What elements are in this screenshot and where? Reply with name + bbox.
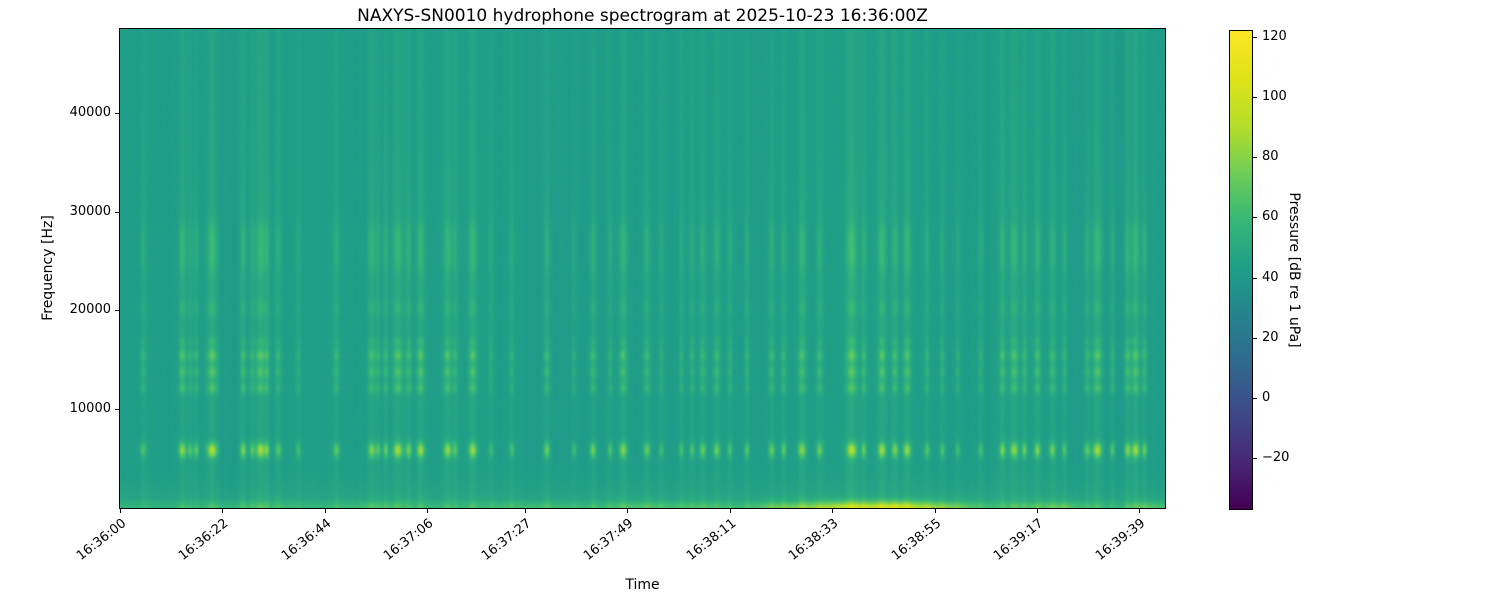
colorbar-tick-mark <box>1253 457 1257 459</box>
x-tick-mark <box>832 509 834 513</box>
y-tick-label: 10000 <box>69 401 111 417</box>
colorbar-tick-label: 60 <box>1262 209 1279 225</box>
colorbar-tick-label: 100 <box>1262 89 1287 105</box>
y-tick-mark <box>115 211 119 213</box>
x-tick-mark <box>627 509 629 513</box>
colorbar-tick-label: 40 <box>1262 269 1279 285</box>
x-tick-label: 16:36:00 <box>73 516 130 564</box>
x-tick-mark <box>1036 509 1038 513</box>
y-axis-label: Frequency [Hz] <box>40 215 56 321</box>
y-tick-mark <box>115 310 119 312</box>
colorbar-tick-mark <box>1253 337 1257 339</box>
colorbar-tick-mark <box>1253 97 1257 99</box>
x-tick-label: 16:37:27 <box>478 516 535 564</box>
x-tick-mark <box>324 509 326 513</box>
x-tick-mark <box>729 509 731 513</box>
colorbar-tick-label: 80 <box>1262 149 1279 165</box>
y-tick-mark <box>115 112 119 114</box>
y-tick-label: 40000 <box>69 104 111 120</box>
x-tick-label: 16:38:55 <box>888 516 944 564</box>
x-tick-label: 16:37:06 <box>381 516 437 564</box>
x-tick-label: 16:38:11 <box>683 516 740 564</box>
colorbar-tick-label: 0 <box>1262 389 1271 405</box>
x-tick-mark <box>120 509 121 513</box>
colorbar-tick-mark <box>1253 277 1257 279</box>
spectrogram-canvas <box>120 29 1165 508</box>
x-tick-label: 16:38:33 <box>786 516 842 564</box>
colorbar-gradient <box>1230 31 1252 509</box>
colorbar <box>1229 30 1253 510</box>
x-tick-mark <box>1139 509 1141 513</box>
x-tick-mark <box>934 509 936 513</box>
colorbar-tick-label: 120 <box>1262 29 1287 44</box>
y-tick-label: 20000 <box>69 302 111 318</box>
chart-title: NAXYS-SN0010 hydrophone spectrogram at 2… <box>357 6 928 26</box>
y-tick-mark <box>115 409 119 411</box>
colorbar-tick-label: 20 <box>1262 329 1279 345</box>
colorbar-tick-mark <box>1253 217 1257 219</box>
colorbar-label: Pressure [dB re 1 uPa] <box>1286 192 1302 348</box>
x-tick-label: 16:36:44 <box>278 516 335 564</box>
x-tick-label: 16:36:22 <box>176 516 232 564</box>
x-tick-label: 16:37:49 <box>581 516 637 564</box>
x-tick-mark <box>427 509 429 513</box>
colorbar-tick-mark <box>1253 157 1257 159</box>
x-tick-mark <box>222 509 224 513</box>
colorbar-tick-label: −20 <box>1262 449 1290 465</box>
colorbar-tick-mark <box>1253 37 1257 38</box>
plot-area <box>119 28 1166 509</box>
x-axis-label: Time <box>625 577 660 593</box>
x-tick-mark <box>524 509 526 513</box>
y-tick-label: 30000 <box>69 203 111 219</box>
colorbar-tick-mark <box>1253 397 1257 399</box>
x-tick-label: 16:39:17 <box>990 516 1047 564</box>
x-tick-label: 16:39:39 <box>1093 516 1149 564</box>
